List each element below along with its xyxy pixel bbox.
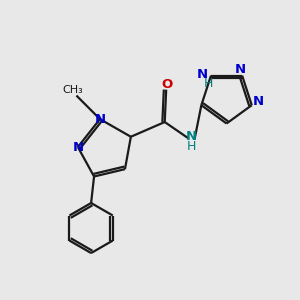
Text: N: N	[186, 130, 197, 143]
Text: CH₃: CH₃	[62, 85, 83, 95]
Text: N: N	[235, 63, 246, 76]
Text: N: N	[72, 141, 83, 154]
Text: N: N	[94, 112, 106, 126]
Text: N: N	[253, 95, 264, 108]
Text: H: H	[187, 140, 196, 153]
Text: H: H	[203, 77, 213, 90]
Text: N: N	[197, 68, 208, 81]
Text: O: O	[161, 78, 172, 91]
